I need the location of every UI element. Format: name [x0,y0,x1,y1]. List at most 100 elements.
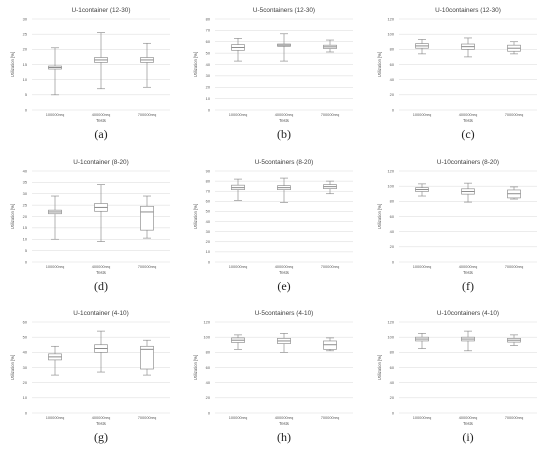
y-tick-label: 80 [390,199,395,204]
y-tick-label: 0 [25,259,28,264]
y-tick-label: 40 [390,77,395,82]
y-tick-label: 20 [23,380,28,385]
y-tick-label: 90 [206,168,211,173]
y-tick-label: 70 [206,189,211,194]
x-axis-title: Tests [463,421,473,426]
y-tick-label: 0 [25,107,28,112]
chart-panel: U-5containers (12-30) 0 10 20 30 40 50 60 70 80 Ut… [193,7,353,141]
y-tick-label: 50 [206,50,211,55]
y-axis-title: Utilization [%] [193,52,198,77]
y-tick-label: 20 [23,214,28,219]
y-tick-label: 120 [204,319,211,324]
y-tick-label: 20 [206,239,211,244]
x-category-label: 100000req [413,264,432,269]
subfigure-caption: (a) [94,127,107,141]
y-tick-label: 20 [206,395,211,400]
y-tick-label: 40 [206,219,211,224]
y-tick-label: 80 [206,178,211,183]
x-category-label: 100000req [229,112,248,117]
x-category-label: 700000req [505,112,524,117]
x-category-label: 700000req [505,415,524,420]
y-axis-title: Utilization [%] [10,355,15,380]
y-tick-label: 5 [25,248,27,253]
x-axis-title: Tests [96,118,106,123]
chart-panel: U-10containers (12-30) 0 20 40 60 80 100 120 Uti… [377,7,537,141]
x-axis-title: Tests [96,270,106,275]
chart-title: U-10containers (12-30) [435,7,501,14]
y-tick-label: 100 [204,334,211,339]
subfigure-caption: (e) [277,279,290,293]
y-tick-label: 0 [208,259,211,264]
x-axis-title: Tests [463,270,473,275]
chart-panel: U-1container (4-10) 0 10 20 30 40 50 60 Utilizat… [10,310,170,444]
x-category-label: 700000req [138,415,157,420]
y-tick-label: 15 [23,62,27,67]
x-category-label: 100000req [229,264,248,269]
chart-panel: U-10containers (8-20) 0 20 40 60 80 100 120 Util… [377,159,537,293]
y-tick-label: 70 [206,28,211,33]
y-tick-label: 30 [23,191,28,196]
y-tick-label: 25 [23,202,27,207]
y-tick-label: 20 [390,395,395,400]
x-category-label: 400000req [275,112,294,117]
chart-title: U-5containers (12-30) [253,7,315,14]
y-tick-label: 40 [23,168,28,173]
chart-title: U-10containers (4-10) [437,310,499,317]
chart-title: U-10containers (8-20) [437,159,499,166]
y-tick-label: 10 [23,237,28,242]
chart-title: U-5containers (4-10) [255,310,314,317]
y-tick-label: 0 [25,410,28,415]
y-tick-label: 10 [206,96,211,101]
subfigure-caption: (f) [462,279,474,293]
x-category-label: 100000req [46,112,65,117]
x-category-label: 700000req [138,112,157,117]
x-category-label: 400000req [459,264,478,269]
y-tick-label: 0 [208,410,211,415]
x-axis-title: Tests [463,118,473,123]
y-tick-label: 80 [206,16,211,21]
x-category-label: 400000req [275,264,294,269]
subfigure-caption: (d) [94,279,108,293]
y-tick-label: 120 [388,16,395,21]
y-tick-label: 50 [206,209,211,214]
chart-panel: U-5containers (4-10) 0 20 40 60 80 100 120 Utili… [193,310,353,444]
x-category-label: 100000req [413,415,432,420]
y-tick-label: 60 [390,365,395,370]
y-tick-label: 30 [206,73,211,78]
box-iqr [140,205,154,231]
y-tick-label: 50 [23,334,28,339]
y-tick-label: 5 [25,92,27,97]
x-axis-title: Tests [96,421,106,426]
y-tick-label: 0 [392,107,395,112]
y-tick-label: 120 [388,168,395,173]
y-tick-label: 0 [392,259,395,264]
x-category-label: 400000req [459,112,478,117]
y-tick-label: 15 [23,225,27,230]
y-tick-label: 120 [388,319,395,324]
chart-title: U-1container (8-20) [73,159,128,166]
y-tick-label: 10 [206,249,211,254]
x-category-label: 100000req [229,415,248,420]
y-tick-label: 30 [206,229,211,234]
subfigure-caption: (h) [277,430,291,444]
chart-panel: U-1container (12-30) 0 5 10 15 20 25 30 Utilizat… [10,7,170,141]
y-tick-label: 80 [206,350,211,355]
y-tick-label: 40 [206,380,211,385]
y-axis-title: Utilization [%] [193,204,198,229]
y-tick-label: 100 [388,183,395,188]
x-category-label: 700000req [505,264,524,269]
y-tick-label: 60 [390,62,395,67]
x-category-label: 400000req [92,415,111,420]
x-category-label: 700000req [138,264,157,269]
subfigure-caption: (g) [94,430,108,444]
y-tick-label: 30 [23,365,28,370]
x-category-label: 400000req [459,415,478,420]
y-tick-label: 0 [208,107,211,112]
y-axis-title: Utilization [%] [377,355,382,380]
y-tick-label: 60 [23,319,28,324]
y-tick-label: 60 [206,365,211,370]
y-tick-label: 35 [23,180,27,185]
chart-panel: U-1container (8-20) 0 5 10 15 20 25 30 35 40 Utili… [10,159,170,293]
y-tick-label: 20 [390,92,395,97]
